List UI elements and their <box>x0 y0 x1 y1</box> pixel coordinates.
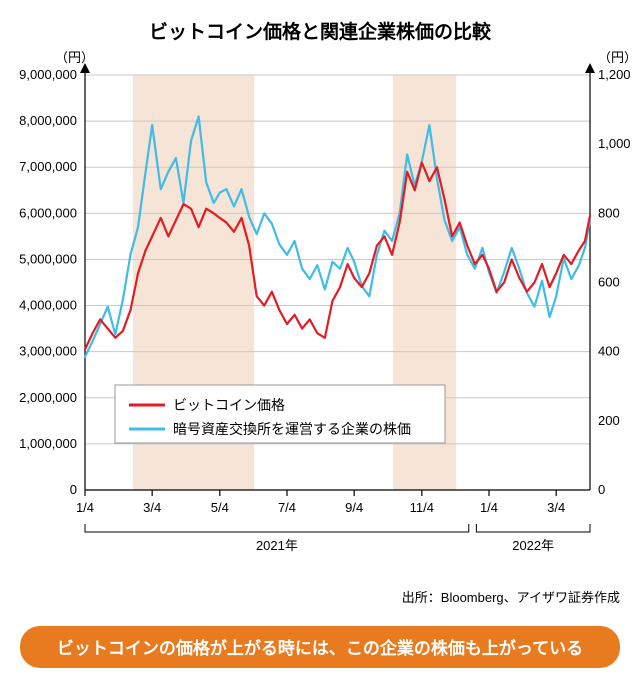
right-tick-label: 400 <box>598 344 620 359</box>
x-axis-ticks: 1/4 3/4 5/4 7/4 9/4 11/4 1/4 3/4 <box>76 490 565 515</box>
x-tick-label: 1/4 <box>480 500 498 515</box>
left-unit: （円） <box>55 50 94 65</box>
right-tick-label: 600 <box>598 275 620 290</box>
right-tick-label: 800 <box>598 205 620 220</box>
left-tick-label: 6,000,000 <box>19 205 77 220</box>
left-tick-label: 1,000,000 <box>19 436 77 451</box>
left-tick-label: 0 <box>70 482 77 497</box>
right-tick-label: 200 <box>598 413 620 428</box>
legend: ビットコイン価格暗号資産交換所を運営する企業の株価 <box>115 385 445 443</box>
year-label: 2021年 <box>256 538 298 553</box>
legend-item-label: 暗号資産交換所を運営する企業の株価 <box>173 421 411 437</box>
right-unit: （円） <box>598 50 637 65</box>
right-axis-ticks: 0 200 400 600 800 1,000 1,200 <box>598 67 631 497</box>
right-axis-arrow <box>585 63 595 490</box>
left-axis-ticks: 0 1,000,000 2,000,000 3,000,000 4,000,000 5,0… <box>19 67 77 497</box>
left-tick-label: 4,000,000 <box>19 298 77 313</box>
x-tick-label: 3/4 <box>143 500 161 515</box>
callout-text: ビットコインの価格が上がる時には、この企業の株価も上がっている <box>57 638 583 658</box>
legend-item-label: ビットコイン価格 <box>173 397 285 413</box>
left-tick-label: 8,000,000 <box>19 113 77 128</box>
right-tick-label: 1,000 <box>598 136 631 151</box>
year-label: 2022年 <box>512 538 554 553</box>
x-tick-label: 3/4 <box>547 500 565 515</box>
left-tick-label: 2,000,000 <box>19 390 77 405</box>
year-brackets: 2021年 2022年 <box>85 524 590 553</box>
callout: ビットコインの価格が上がる時には、この企業の株価も上がっている <box>20 626 620 668</box>
x-tick-label: 5/4 <box>211 500 229 515</box>
x-tick-label: 7/4 <box>278 500 296 515</box>
right-tick-label: 1,200 <box>598 67 631 82</box>
left-axis-arrow <box>80 63 90 490</box>
chart-container: ビットコイン価格と関連企業株価の比較 （円） （円） 0 1,000,000 2,0… <box>0 0 640 695</box>
right-tick-label: 0 <box>598 482 605 497</box>
chart-title: ビットコイン価格と関連企業株価の比較 <box>149 20 492 43</box>
left-tick-label: 7,000,000 <box>19 159 77 174</box>
source-text: 出所：Bloomberg、アイザワ証券作成 <box>402 590 620 605</box>
left-tick-label: 9,000,000 <box>19 67 77 82</box>
left-tick-label: 3,000,000 <box>19 344 77 359</box>
left-tick-label: 5,000,000 <box>19 251 77 266</box>
x-tick-label: 1/4 <box>76 500 94 515</box>
x-tick-label: 9/4 <box>345 500 363 515</box>
x-tick-label: 11/4 <box>410 500 434 515</box>
